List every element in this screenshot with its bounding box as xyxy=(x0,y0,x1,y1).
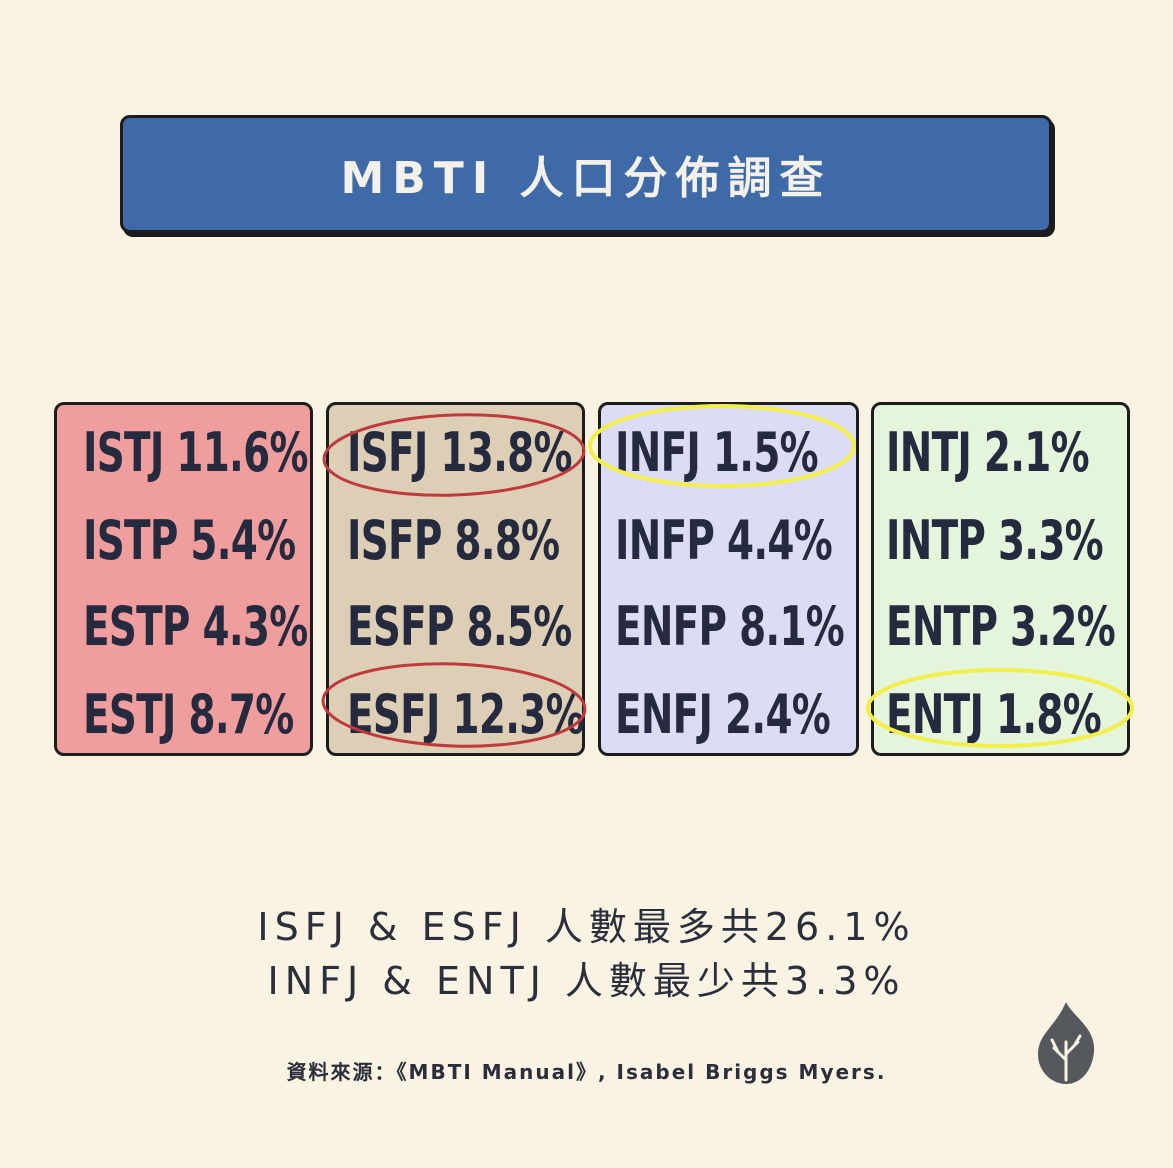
flame-tree-icon xyxy=(1038,1002,1095,1084)
card-sf: ISFJ 13.8% ISFP 8.8% ESFP 8.5% ESFJ 12.3… xyxy=(326,402,585,756)
source-citation: 資料來源：《MBTI Manual》, Isabel Briggs Myers. xyxy=(286,1060,887,1084)
card-nf: INFJ 1.5% INFP 4.4% ENFP 8.1% ENFJ 2.4% xyxy=(598,402,859,756)
summary-least: INFJ & ENTJ 人數最少共3.3% xyxy=(267,959,906,1003)
type-estp: ESTP 4.3% xyxy=(83,595,308,658)
type-esfp: ESFP 8.5% xyxy=(347,595,572,658)
type-istp: ISTP 5.4% xyxy=(83,509,296,572)
card-st: ISTJ 11.6% ISTP 5.4% ESTP 4.3% ESTJ 8.7% xyxy=(54,402,313,756)
type-estj: ESTJ 8.7% xyxy=(83,683,294,746)
type-enfp: ENFP 8.1% xyxy=(615,595,845,658)
type-infp: INFP 4.4% xyxy=(615,509,833,572)
type-isfj: ISFJ 13.8% xyxy=(347,421,572,484)
type-intp: INTP 3.3% xyxy=(886,509,1104,572)
type-isfp: ISFP 8.8% xyxy=(347,509,560,572)
title-banner: MBTI 人口分佈調查 xyxy=(120,115,1052,233)
type-intj: INTJ 2.1% xyxy=(886,421,1090,484)
card-nt: INTJ 2.1% INTP 3.3% ENTP 3.2% ENTJ 1.8% xyxy=(871,402,1130,756)
summary-most: ISFJ & ESFJ 人數最多共26.1% xyxy=(257,905,916,949)
type-entp: ENTP 3.2% xyxy=(886,595,1116,658)
type-entj: ENTJ 1.8% xyxy=(886,683,1102,746)
type-infj: INFJ 1.5% xyxy=(615,421,819,484)
type-enfj: ENFJ 2.4% xyxy=(615,683,831,746)
page-title: MBTI 人口分佈調查 xyxy=(340,153,832,204)
type-esfj: ESFJ 12.3% xyxy=(347,683,585,746)
type-istj: ISTJ 11.6% xyxy=(83,421,308,484)
